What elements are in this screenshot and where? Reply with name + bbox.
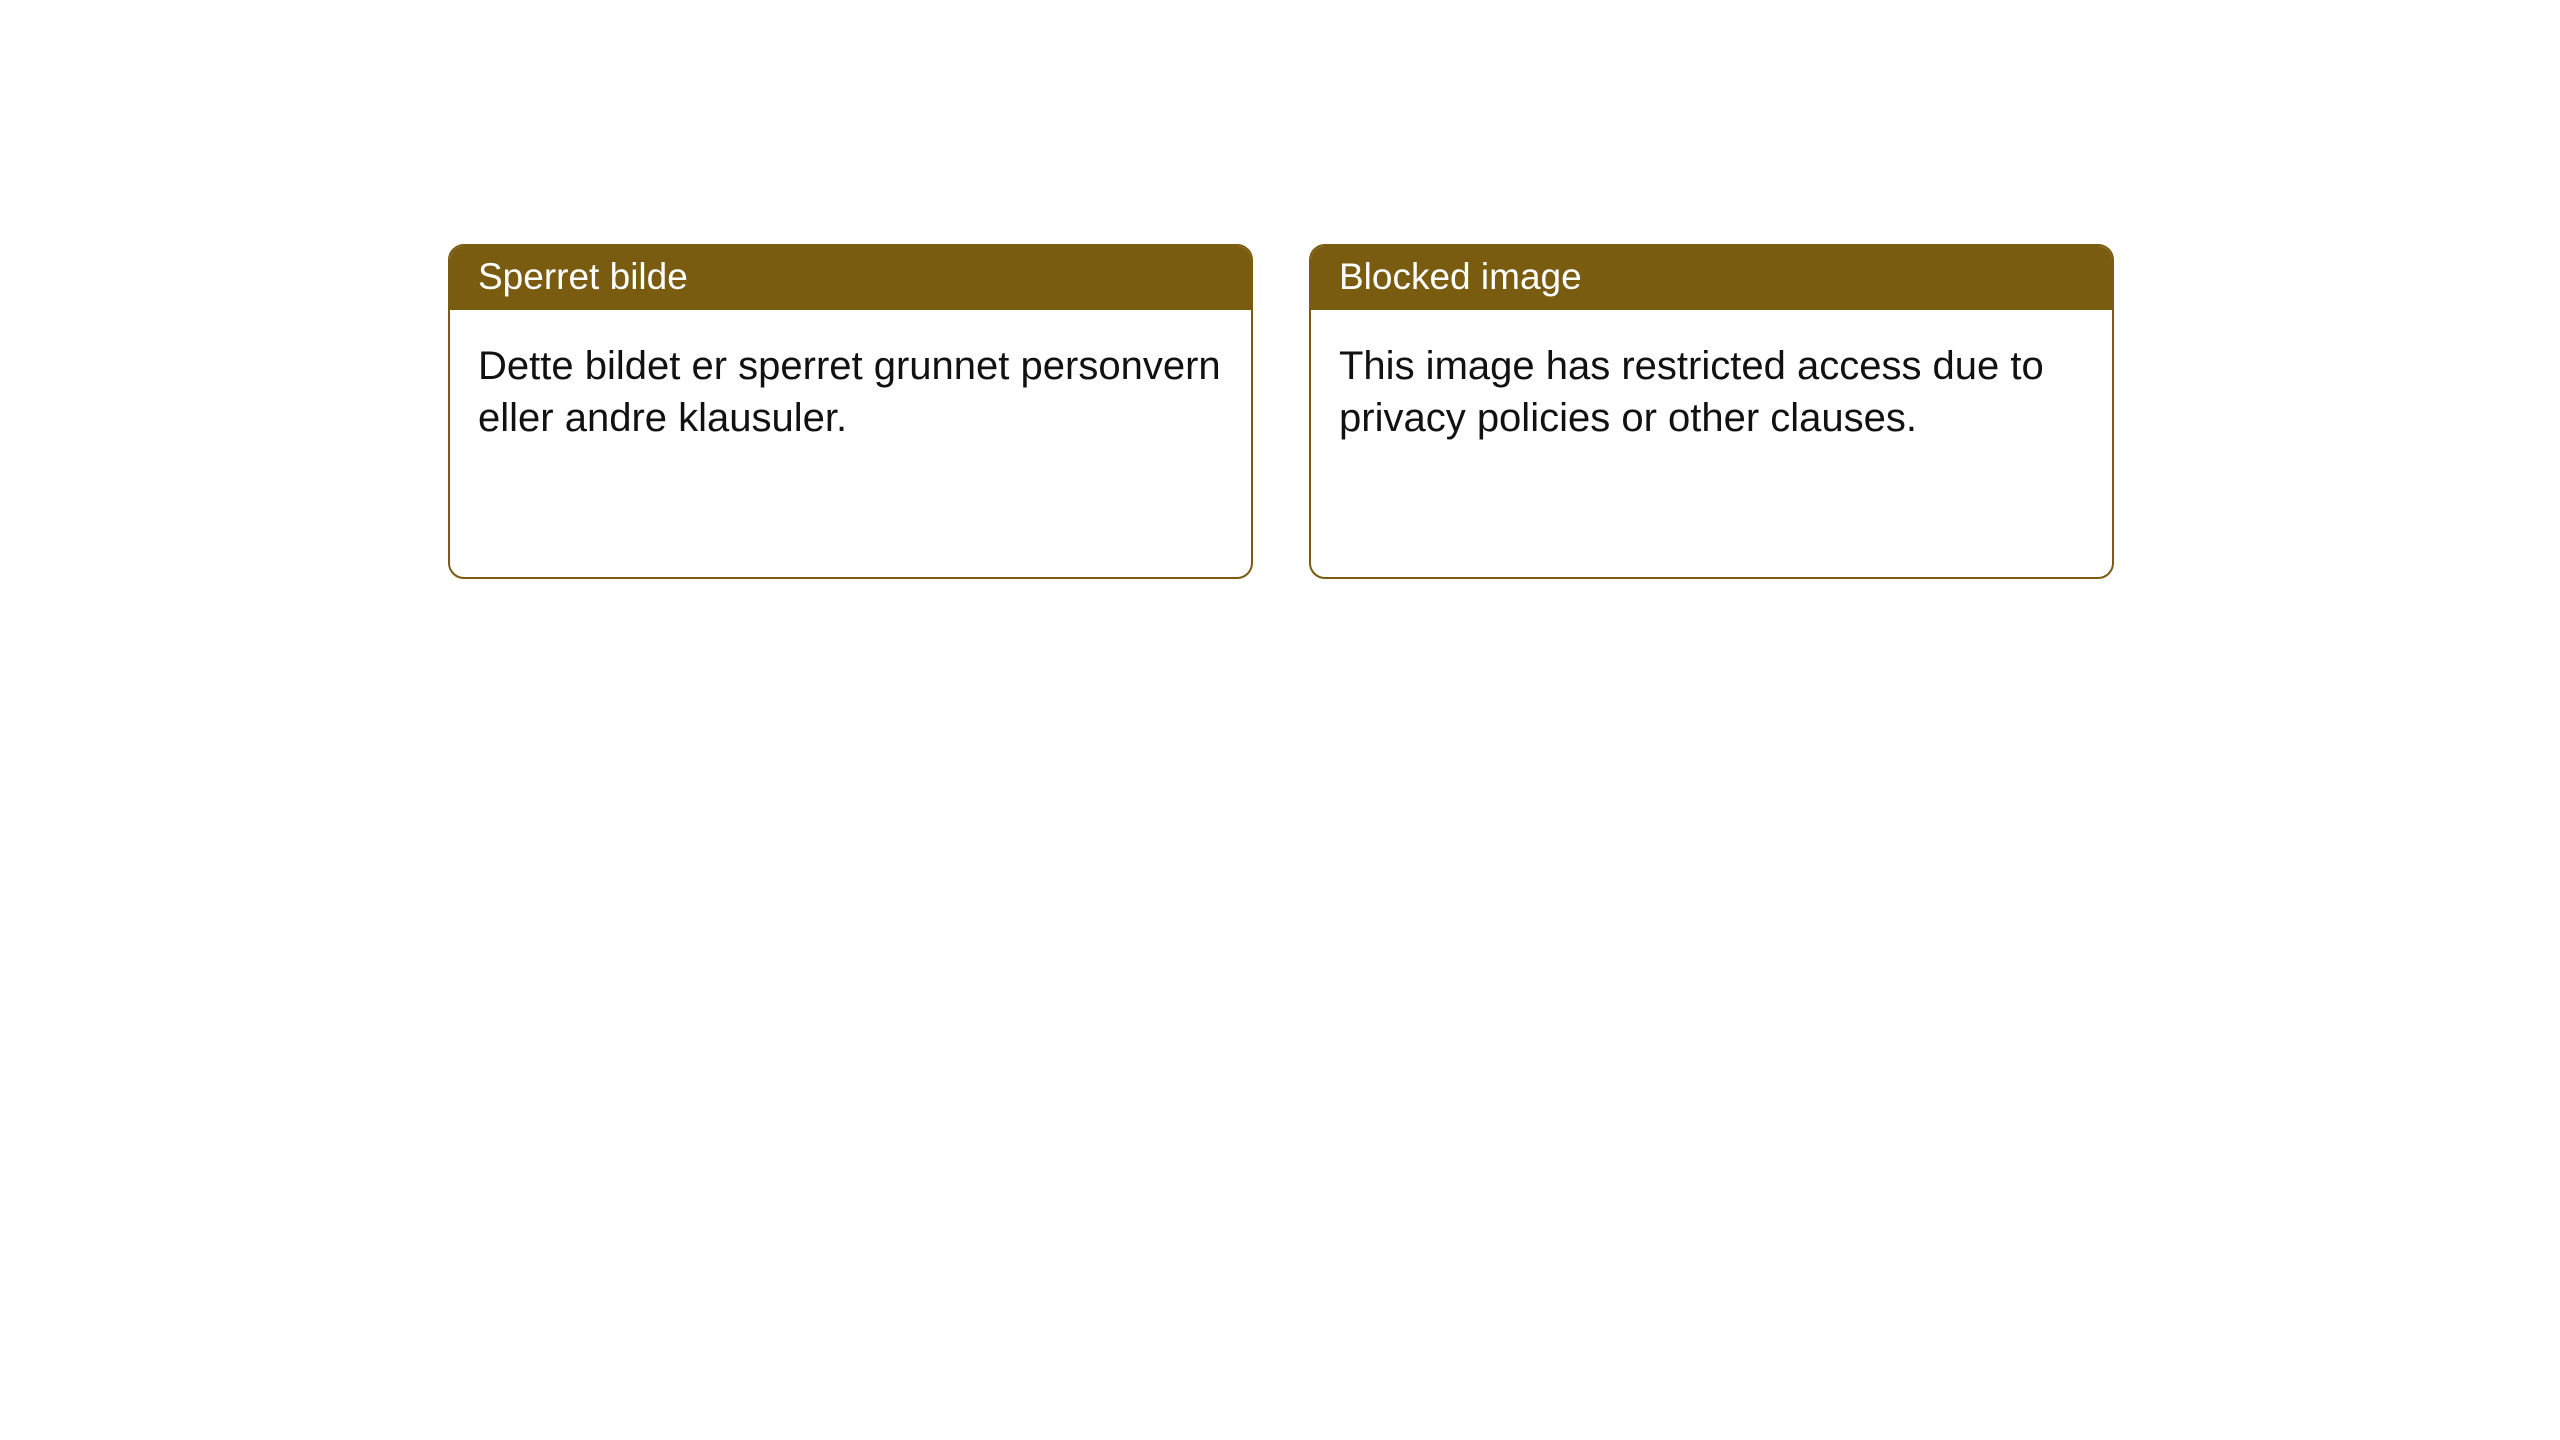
notice-title: Blocked image (1339, 256, 1582, 297)
notice-text: This image has restricted access due to … (1339, 344, 2044, 440)
notice-header: Blocked image (1311, 246, 2112, 310)
notice-body: Dette bildet er sperret grunnet personve… (450, 310, 1251, 474)
notice-text: Dette bildet er sperret grunnet personve… (478, 344, 1221, 440)
notice-title: Sperret bilde (478, 256, 688, 297)
notice-body: This image has restricted access due to … (1311, 310, 2112, 474)
notice-card-norwegian: Sperret bilde Dette bildet er sperret gr… (448, 244, 1253, 579)
notice-container: Sperret bilde Dette bildet er sperret gr… (0, 0, 2560, 579)
notice-card-english: Blocked image This image has restricted … (1309, 244, 2114, 579)
notice-header: Sperret bilde (450, 246, 1251, 310)
